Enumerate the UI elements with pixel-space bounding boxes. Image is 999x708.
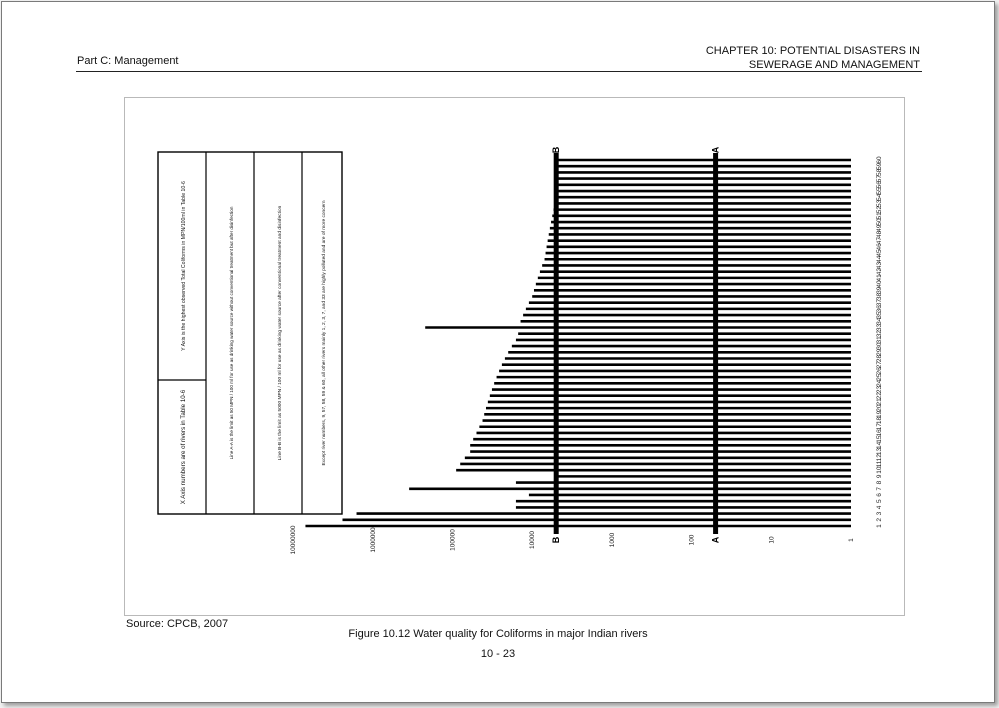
x-tick-label: 49 <box>876 224 883 232</box>
reference-label-top: B <box>551 146 561 153</box>
x-tick-label: 35 <box>876 311 883 319</box>
x-tick-label: 17 <box>876 423 883 431</box>
x-tick-label: 14 <box>876 441 883 449</box>
x-tick-label: 3 <box>876 511 883 515</box>
x-tick-label: 60 <box>876 156 883 164</box>
x-tick-label: 1 <box>876 524 883 528</box>
y-tick-label: 10 <box>768 536 775 544</box>
x-tick-label: 18 <box>876 417 883 425</box>
legend-border <box>157 151 343 515</box>
y-tick-label: 1 <box>848 538 855 542</box>
x-tick-label: 9 <box>876 474 883 478</box>
x-tick-label: 26 <box>876 367 883 375</box>
x-tick-label: 4 <box>876 505 883 509</box>
legend-box: X Axis numbers are of rivers in Table 10… <box>157 151 343 515</box>
x-tick-label: 46 <box>876 243 883 251</box>
x-tick-label: 23 <box>876 386 883 394</box>
x-tick-label: 28 <box>876 355 883 363</box>
x-tick-label: 44 <box>876 255 883 263</box>
x-tick-label: 36 <box>876 305 883 313</box>
x-tick-label: 7 <box>876 487 883 491</box>
legend-item-y-axis: Y Axis is the highest observed Total Col… <box>181 181 187 351</box>
y-tick-label: 100000 <box>450 529 457 551</box>
running-header-left: Part C: Management <box>77 55 179 67</box>
header-chapter-line1: CHAPTER 10: POTENTIAL DISASTERS IN <box>705 45 920 57</box>
x-tick-label: 55 <box>876 187 883 195</box>
x-tick-label: 39 <box>876 286 883 294</box>
figure-frame: 1 2 3 4 5 6 7 8 9 10 11 12 13 14 15 16 17 18 19 20 21 22 23 24 2… <box>124 97 905 616</box>
legend-item-line-a: Line A-A is the limit as 50 MPN / 100 ml… <box>229 206 234 459</box>
x-tick-label: 33 <box>876 323 883 331</box>
x-tick-label: 24 <box>876 379 883 387</box>
x-tick-label: 20 <box>876 404 883 412</box>
x-tick-label: 12 <box>876 454 883 462</box>
x-tick-label: 42 <box>876 268 883 276</box>
legend-item-line-b: Line B-B is the limit as 5000 MPN / 100 … <box>277 205 283 460</box>
x-tick-label: 43 <box>876 261 883 269</box>
coliform-chart: 1234567891011121314151617181920212223242… <box>157 146 883 554</box>
page-number: 10 - 23 <box>480 648 516 660</box>
x-tick-label: 29 <box>876 348 883 356</box>
y-tick-label: 1000000 <box>370 527 377 553</box>
x-tick-label: 57 <box>876 175 883 183</box>
x-tick-label: 2 <box>876 518 883 522</box>
x-tick-label: 34 <box>876 317 883 325</box>
x-tick-label: 59 <box>876 162 883 170</box>
running-header-right: CHAPTER 10: POTENTIAL DISASTERS IN SEWER… <box>706 44 920 72</box>
x-tick-label: 19 <box>876 410 883 418</box>
x-tick-label: 37 <box>876 299 883 307</box>
legend-item-note: Except river numbers, 9, 57, 58, 59 & 60… <box>321 200 327 465</box>
x-tick-label: 15 <box>876 435 883 443</box>
x-tick-label: 8 <box>876 480 883 484</box>
x-tick-label: 25 <box>876 373 883 381</box>
x-tick-label: 30 <box>876 342 883 350</box>
x-tick-label: 5 <box>876 499 883 503</box>
x-tick-label: 38 <box>876 292 883 300</box>
x-tick-label: 48 <box>876 230 883 238</box>
x-tick-label: 21 <box>876 398 883 406</box>
x-tick-label: 16 <box>876 429 883 437</box>
y-tick-label: 100 <box>689 534 696 545</box>
x-tick-label: 40 <box>876 280 883 288</box>
y-tick-label: 1000 <box>609 532 616 547</box>
x-tick-label: 47 <box>876 237 883 245</box>
y-tick-label: 10000000 <box>290 525 297 554</box>
x-tick-label: 56 <box>876 181 883 189</box>
x-tick-label: 22 <box>876 392 883 400</box>
reference-label-top: A <box>711 146 721 153</box>
figure-source: Source: CPCB, 2007 <box>126 618 229 630</box>
x-tick-label: 50 <box>876 218 883 226</box>
reference-label-bottom: B <box>551 536 561 543</box>
legend-item-x-axis: X Axis numbers are of rivers in Table 10… <box>180 389 187 504</box>
x-tick-label: 45 <box>876 249 883 257</box>
figure-caption: Figure 10.12 Water quality for Coliforms… <box>348 628 648 640</box>
x-tick-label: 54 <box>876 193 883 201</box>
x-tick-label: 32 <box>876 330 883 338</box>
reference-label-bottom: A <box>711 536 721 543</box>
x-tick-label: 52 <box>876 206 883 214</box>
y-tick-label: 10000 <box>529 531 536 549</box>
header-rule <box>76 71 922 72</box>
x-tick-label: 27 <box>876 361 883 369</box>
x-tick-label: 41 <box>876 274 883 282</box>
header-chapter-line2: SEWERAGE AND MANAGEMENT <box>748 59 920 71</box>
x-tick-label: 13 <box>876 448 883 456</box>
x-tick-label: 6 <box>876 493 883 497</box>
x-tick-label: 11 <box>876 460 883 467</box>
x-tick-label: 10 <box>876 466 883 474</box>
x-tick-label: 31 <box>876 336 883 344</box>
x-tick-label: 58 <box>876 168 883 176</box>
x-tick-label: 53 <box>876 199 883 207</box>
x-tick-label: 51 <box>876 212 883 220</box>
